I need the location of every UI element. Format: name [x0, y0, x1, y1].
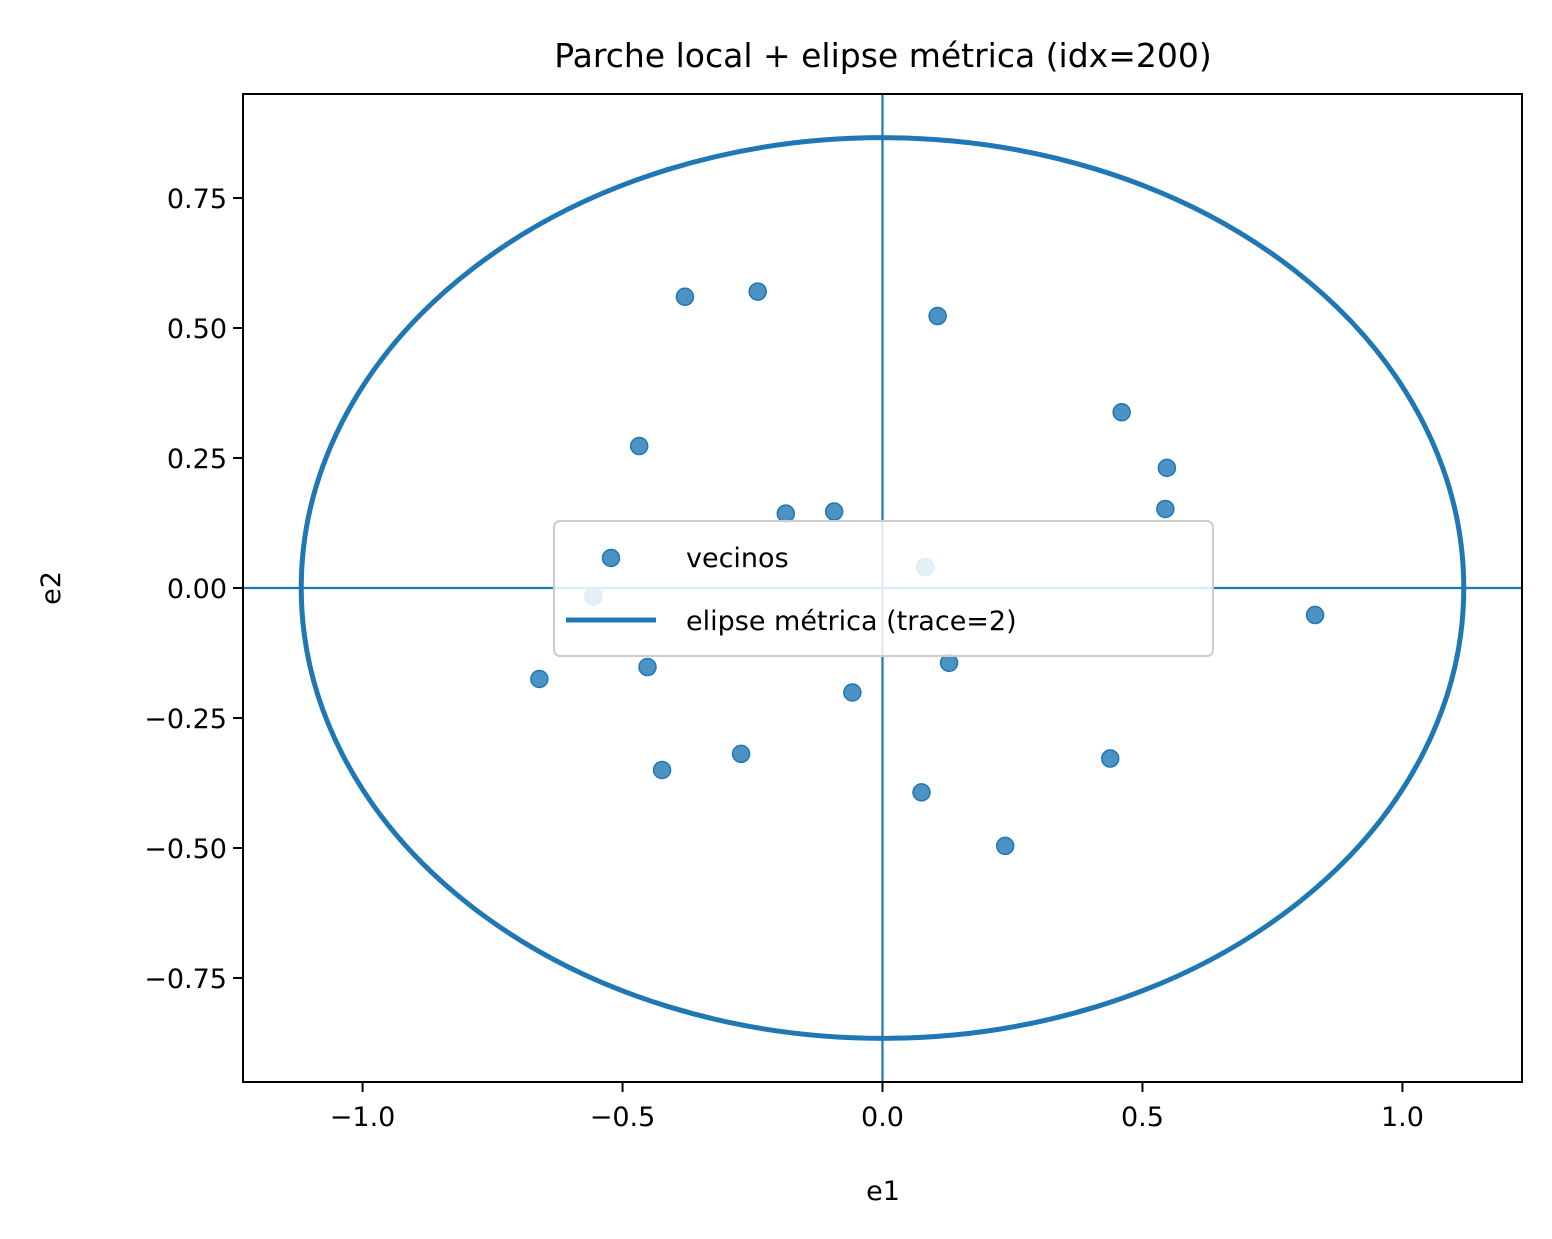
y-tick-label: −0.75 — [144, 964, 227, 995]
scatter-point — [748, 282, 767, 301]
y-tick-label: 0.50 — [167, 314, 227, 345]
x-tick-label: −1.0 — [330, 1102, 396, 1133]
x-tick-label: 1.0 — [1381, 1102, 1424, 1133]
y-axis-label: e2 — [36, 571, 67, 605]
scatter-point — [995, 836, 1015, 856]
x-axis-ticks: −1.0 −0.5 0.0 0.5 1.0 — [330, 1082, 1424, 1133]
scatter-point — [652, 760, 672, 780]
chart-title: Parche local + elipse métrica (idx=200) — [554, 36, 1211, 75]
scatter-point — [843, 683, 862, 702]
x-tick-label: 0.5 — [1121, 1102, 1164, 1133]
y-tick-label: 0.00 — [167, 574, 227, 605]
scatter-point — [675, 287, 695, 307]
x-tick-label: −0.5 — [590, 1102, 656, 1133]
y-tick-label: 0.25 — [167, 444, 227, 475]
scatter-point — [1305, 605, 1325, 625]
scatter-point — [1100, 749, 1120, 768]
legend: vecinos elipse métrica (trace=2) — [553, 520, 1214, 657]
scatter-point — [912, 783, 931, 802]
scatter-point — [928, 306, 947, 326]
y-tick-label: −0.50 — [144, 834, 227, 865]
y-tick-label: −0.25 — [144, 704, 227, 735]
scatter-point — [629, 436, 649, 456]
scatter-point — [1157, 458, 1177, 478]
ellipse-layer — [298, 135, 1467, 1041]
x-tick-label: 0.0 — [861, 1102, 904, 1133]
scatter-point — [1112, 402, 1131, 422]
legend-marker-vecinos — [601, 548, 621, 568]
legend-box — [553, 520, 1214, 657]
scatter-point — [824, 502, 844, 521]
scatter-point — [530, 669, 549, 689]
metric-ellipse — [298, 135, 1467, 1041]
y-tick-label: 0.75 — [167, 184, 227, 215]
legend-label-elipse: elipse métrica (trace=2) — [686, 606, 1017, 637]
scatter-point — [731, 744, 751, 764]
scatter-point — [1156, 499, 1175, 519]
y-axis-ticks: 0.75 0.50 0.25 0.00 −0.25 −0.50 −0.75 — [144, 184, 243, 995]
legend-label-vecinos: vecinos — [686, 543, 789, 574]
scatter-point — [776, 504, 796, 523]
x-axis-label: e1 — [866, 1176, 900, 1207]
scatter-point — [638, 657, 657, 677]
